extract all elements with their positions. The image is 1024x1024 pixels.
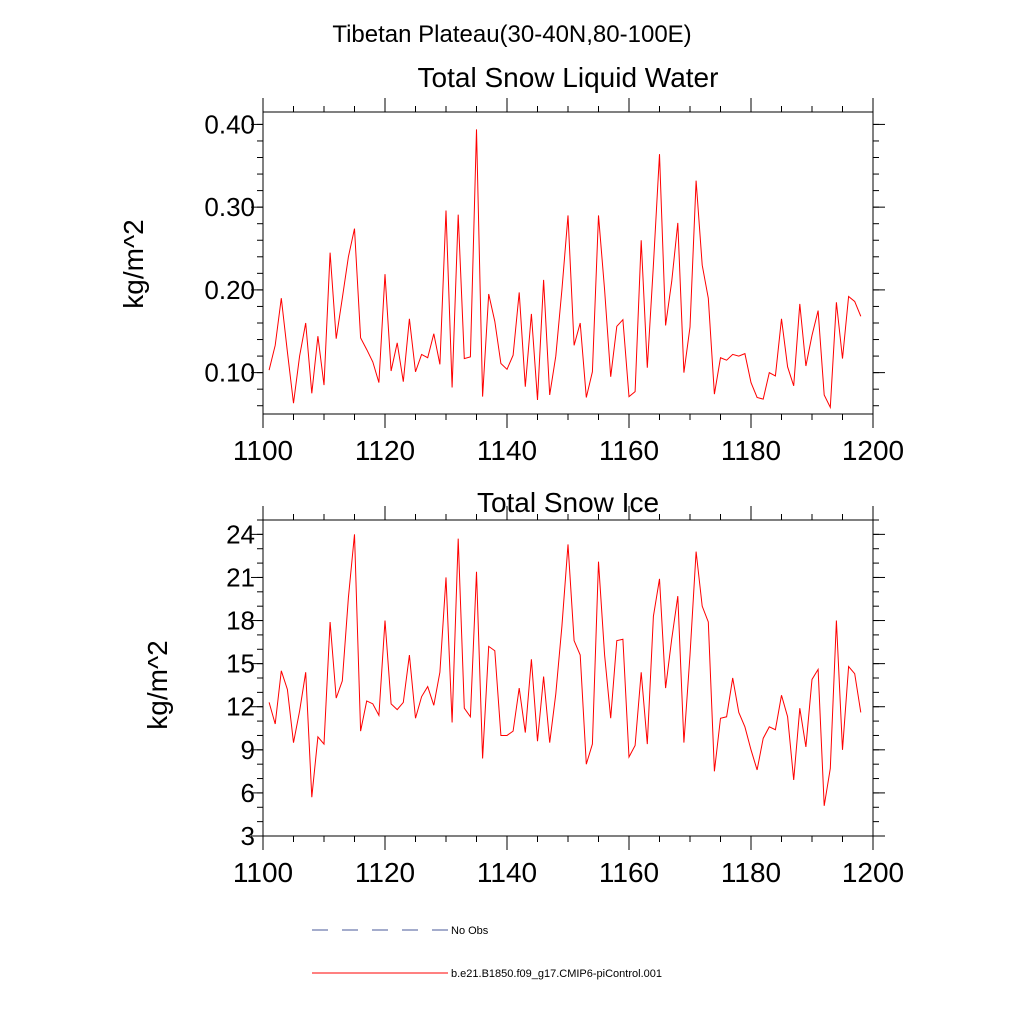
liquid-y-tick-label: 0.30 xyxy=(204,192,255,222)
snow-liquid-water-ylabel: kg/m^2 xyxy=(118,219,149,308)
legend-obs-label: No Obs xyxy=(451,925,489,937)
ice-plot-frame xyxy=(262,519,874,837)
ice-x-tick-label: 1180 xyxy=(721,857,781,888)
liquid-x-tick-label: 1100 xyxy=(233,435,293,466)
snow-ice-title: Total Snow Ice xyxy=(477,487,659,518)
legend: No Obs b.e21.B1850.f09_g17.CMIP6-piContr… xyxy=(312,925,662,980)
liquid-x-tick-label: 1140 xyxy=(477,435,537,466)
ice-y-tick-label: 18 xyxy=(226,606,255,636)
snow-ice-panel: Total Snow Ice kg/m^2 3 6 9 12 15 18 21 24 1100 1… xyxy=(142,487,904,888)
liquid-x-tick-label: 1160 xyxy=(599,435,659,466)
liquid-y-tick-label: 0.20 xyxy=(204,275,255,305)
ice-y-tick-label: 9 xyxy=(241,735,255,765)
snow-liquid-water-panel: Total Snow Liquid Water kg/m^2 0.10 0.20 0… xyxy=(118,62,904,466)
ice-x-tick-label: 1100 xyxy=(233,857,293,888)
ice-y-tick-label: 12 xyxy=(226,692,255,722)
ice-x-tick-label: 1140 xyxy=(477,857,537,888)
snow-liquid-water-title: Total Snow Liquid Water xyxy=(418,62,719,93)
ice-x-tick-label: 1200 xyxy=(842,857,904,888)
snow-ice-ylabel: kg/m^2 xyxy=(142,640,173,729)
liquid-y-tick-label: 0.10 xyxy=(204,358,255,388)
ice-y-tick-label: 3 xyxy=(241,821,255,851)
ice-x-tick-label: 1160 xyxy=(599,857,659,888)
liquid-series-line xyxy=(268,129,862,410)
liquid-plot-frame xyxy=(262,111,874,415)
liquid-x-tick-label: 1120 xyxy=(355,435,415,466)
ice-y-tick-label: 24 xyxy=(226,519,255,549)
liquid-y-tick-label: 0.40 xyxy=(204,109,255,139)
ice-y-tick-label: 6 xyxy=(241,778,255,808)
legend-model-label: b.e21.B1850.f09_g17.CMIP6-piControl.001 xyxy=(451,968,662,980)
ice-y-tick-label: 21 xyxy=(226,562,255,592)
liquid-x-tick-label: 1200 xyxy=(842,435,904,466)
liquid-x-tick-label: 1180 xyxy=(721,435,781,466)
ice-y-tick-label: 15 xyxy=(226,649,255,679)
figure-suptitle: Tibetan Plateau(30-40N,80-100E) xyxy=(332,21,691,48)
ice-series-line xyxy=(268,534,862,806)
ice-x-tick-label: 1120 xyxy=(355,857,415,888)
